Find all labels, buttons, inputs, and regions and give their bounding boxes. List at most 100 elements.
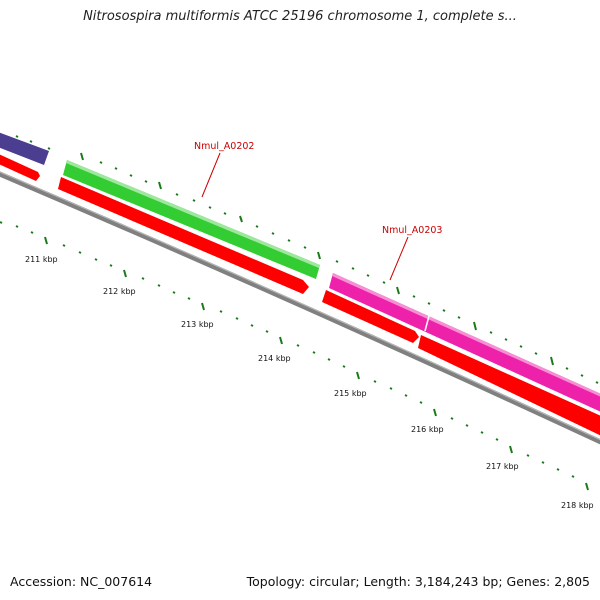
gene-label-connector-nmul-a0203 [389, 236, 409, 281]
outer-tick [382, 281, 386, 284]
inner-tick [279, 336, 283, 345]
outer-tick [317, 251, 321, 260]
inner-tick [62, 244, 66, 247]
outer-tick [303, 246, 307, 249]
outer-tick [550, 356, 554, 366]
outer-tick [595, 381, 599, 384]
inner-tick [480, 431, 484, 434]
inner-tick [389, 387, 393, 390]
inner-tick [94, 258, 98, 261]
inner-tick [465, 424, 469, 427]
tick-label-218: 218 kbp [561, 501, 594, 510]
gene-feature-nmul-a0202[interactable] [63, 160, 320, 279]
outer-tick [114, 167, 118, 170]
outer-tick [239, 215, 243, 223]
inner-tick [15, 225, 19, 228]
cds-feature-3[interactable] [322, 290, 419, 343]
cds-feature-1[interactable] [0, 150, 40, 181]
outer-tick [80, 152, 84, 161]
tick-label-215: 215 kbp [334, 389, 367, 398]
outer-tick-track [15, 135, 599, 384]
outer-tick [144, 180, 148, 183]
outer-tick [129, 174, 133, 177]
gene-feature-nmul-a0203-highlight [332, 273, 600, 397]
outer-tick [534, 352, 538, 355]
outer-tick [489, 331, 493, 334]
cds-feature-4[interactable] [418, 335, 600, 440]
inner-tick [250, 324, 254, 327]
gene-feature-purple[interactable] [0, 129, 49, 165]
outer-tick [580, 374, 584, 377]
outer-tick [335, 260, 339, 263]
outer-tick [47, 147, 51, 150]
inner-tick [404, 394, 408, 397]
inner-tick [187, 297, 191, 300]
inner-tick [30, 231, 34, 234]
inner-tick [157, 284, 161, 287]
tick-label-213: 213 kbp [181, 320, 214, 329]
outer-tick [442, 309, 446, 312]
outer-tick [473, 321, 477, 331]
outer-tick [287, 239, 291, 242]
chromosome-backbone [0, 171, 600, 445]
inner-tick [541, 461, 545, 464]
summary-text: Topology: circular; Length: 3,184,243 bp… [246, 574, 590, 589]
inner-tick [219, 310, 223, 313]
outer-tick [175, 193, 179, 196]
inner-tick [327, 358, 331, 361]
inner-tick [585, 482, 589, 491]
inner-tick [495, 438, 499, 441]
outer-tick [208, 206, 212, 209]
inner-tick [109, 264, 113, 267]
tick-label-216: 216 kbp [411, 425, 444, 434]
inner-tick [78, 251, 82, 254]
inner-tick [433, 408, 437, 417]
inner-tick [373, 380, 377, 383]
tick-label-217: 217 kbp [486, 462, 519, 471]
map-title: Nitrosospira multiformis ATCC 25196 chro… [83, 9, 517, 24]
inner-tick [141, 277, 145, 280]
inner-tick [296, 344, 300, 347]
outer-tick [565, 367, 569, 370]
outer-tick [412, 295, 416, 298]
inner-tick-track [0, 221, 589, 491]
gene-feature-nmul-a0202-highlight [66, 160, 320, 268]
gene-label-nmul-a0203: Nmul_A0203 [382, 225, 442, 236]
outer-tick [29, 140, 33, 143]
tick-labels: 211 kbp 212 kbp 213 kbp 214 kbp 215 kbp … [25, 255, 594, 510]
inner-tick [123, 269, 127, 278]
outer-tick [366, 274, 370, 277]
outer-tick [351, 267, 355, 270]
inner-tick [44, 236, 48, 245]
tick-label-214: 214 kbp [258, 354, 291, 363]
inner-tick [0, 221, 3, 224]
inner-tick [235, 317, 239, 320]
outer-tick [223, 212, 227, 215]
gene-label-connector-nmul-a0202 [201, 152, 221, 198]
inner-tick [509, 445, 513, 454]
outer-tick [271, 232, 275, 235]
outer-tick [158, 181, 162, 190]
gene-label-nmul-a0202: Nmul_A0202 [194, 141, 254, 152]
outer-tick [15, 135, 19, 138]
inner-tick [450, 417, 454, 420]
cds-feature-2[interactable] [58, 177, 309, 294]
gene-feature-nmul-a0203[interactable] [329, 273, 600, 416]
inner-tick [265, 330, 269, 333]
chromosome-backbone-highlight [0, 171, 600, 441]
inner-tick [312, 351, 316, 354]
outer-tick [99, 161, 103, 164]
outer-tick [504, 338, 508, 341]
outer-tick [255, 225, 259, 228]
outer-tick [192, 199, 196, 202]
inner-tick [342, 365, 346, 368]
outer-tick [457, 316, 461, 319]
gene-feature-divider [424, 315, 430, 332]
inner-tick [556, 468, 560, 471]
outer-tick [396, 286, 400, 295]
tick-label-211: 211 kbp [25, 255, 58, 264]
inner-tick [571, 475, 575, 478]
tick-label-212: 212 kbp [103, 287, 136, 296]
outer-tick [519, 345, 523, 348]
